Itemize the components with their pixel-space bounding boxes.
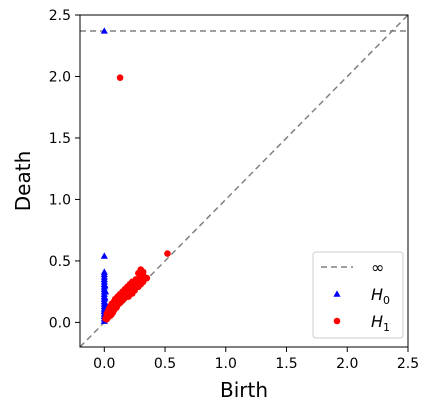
h0-point	[101, 288, 110, 295]
legend-label: H1	[371, 312, 390, 334]
x-tick-label: 0.5	[154, 356, 176, 372]
h1-point	[164, 250, 171, 257]
h1-point	[127, 282, 135, 289]
legend: ∞ H0 H1	[312, 251, 404, 339]
y-tick-label: 1.0	[49, 192, 71, 208]
x-axis-ticks: 0.0 0.5 1.0 1.5 2.0 2.5	[93, 347, 419, 372]
h0-point	[101, 281, 109, 289]
data-points	[100, 27, 171, 324]
legend-h0-marker	[333, 290, 341, 297]
h1-point	[116, 74, 124, 82]
y-tick-label: 0.0	[49, 315, 71, 331]
legend-h1-marker	[333, 317, 341, 325]
y-axis-ticks: 0.0 0.5 1.0 1.5 2.0 2.5	[49, 8, 80, 331]
y-tick-label: 2.5	[49, 8, 71, 24]
h1-point	[122, 287, 130, 294]
x-tick-label: 0.0	[93, 356, 115, 372]
h1-point	[135, 283, 142, 291]
h1-point	[118, 292, 125, 299]
x-tick-label: 2.0	[336, 356, 358, 372]
x-tick-label: 1.5	[275, 356, 297, 372]
h0-point	[101, 294, 109, 301]
h0-point	[100, 27, 108, 34]
diagonal-line	[80, 15, 408, 347]
x-tick-label: 1.0	[215, 356, 237, 372]
h0-point	[101, 300, 110, 307]
y-tick-label: 2.0	[49, 69, 71, 85]
legend-box	[312, 251, 404, 339]
h1-point	[113, 296, 120, 304]
h1-point	[132, 278, 140, 286]
reference-lines	[80, 15, 408, 347]
x-axis-label: Birth	[220, 378, 268, 402]
y-axis-label: Death	[11, 151, 35, 211]
plot-frame	[79, 14, 409, 348]
h1-point	[143, 274, 151, 282]
x-tick-label: 2.5	[397, 356, 419, 372]
legend-label: H0	[371, 285, 390, 307]
legend-label: ∞	[371, 258, 384, 277]
h1-point	[103, 316, 111, 323]
h1-point	[137, 272, 145, 279]
y-tick-label: 0.5	[49, 254, 71, 270]
h0-point	[100, 252, 108, 259]
y-tick-label: 1.5	[49, 131, 71, 147]
h1-point	[128, 290, 136, 297]
